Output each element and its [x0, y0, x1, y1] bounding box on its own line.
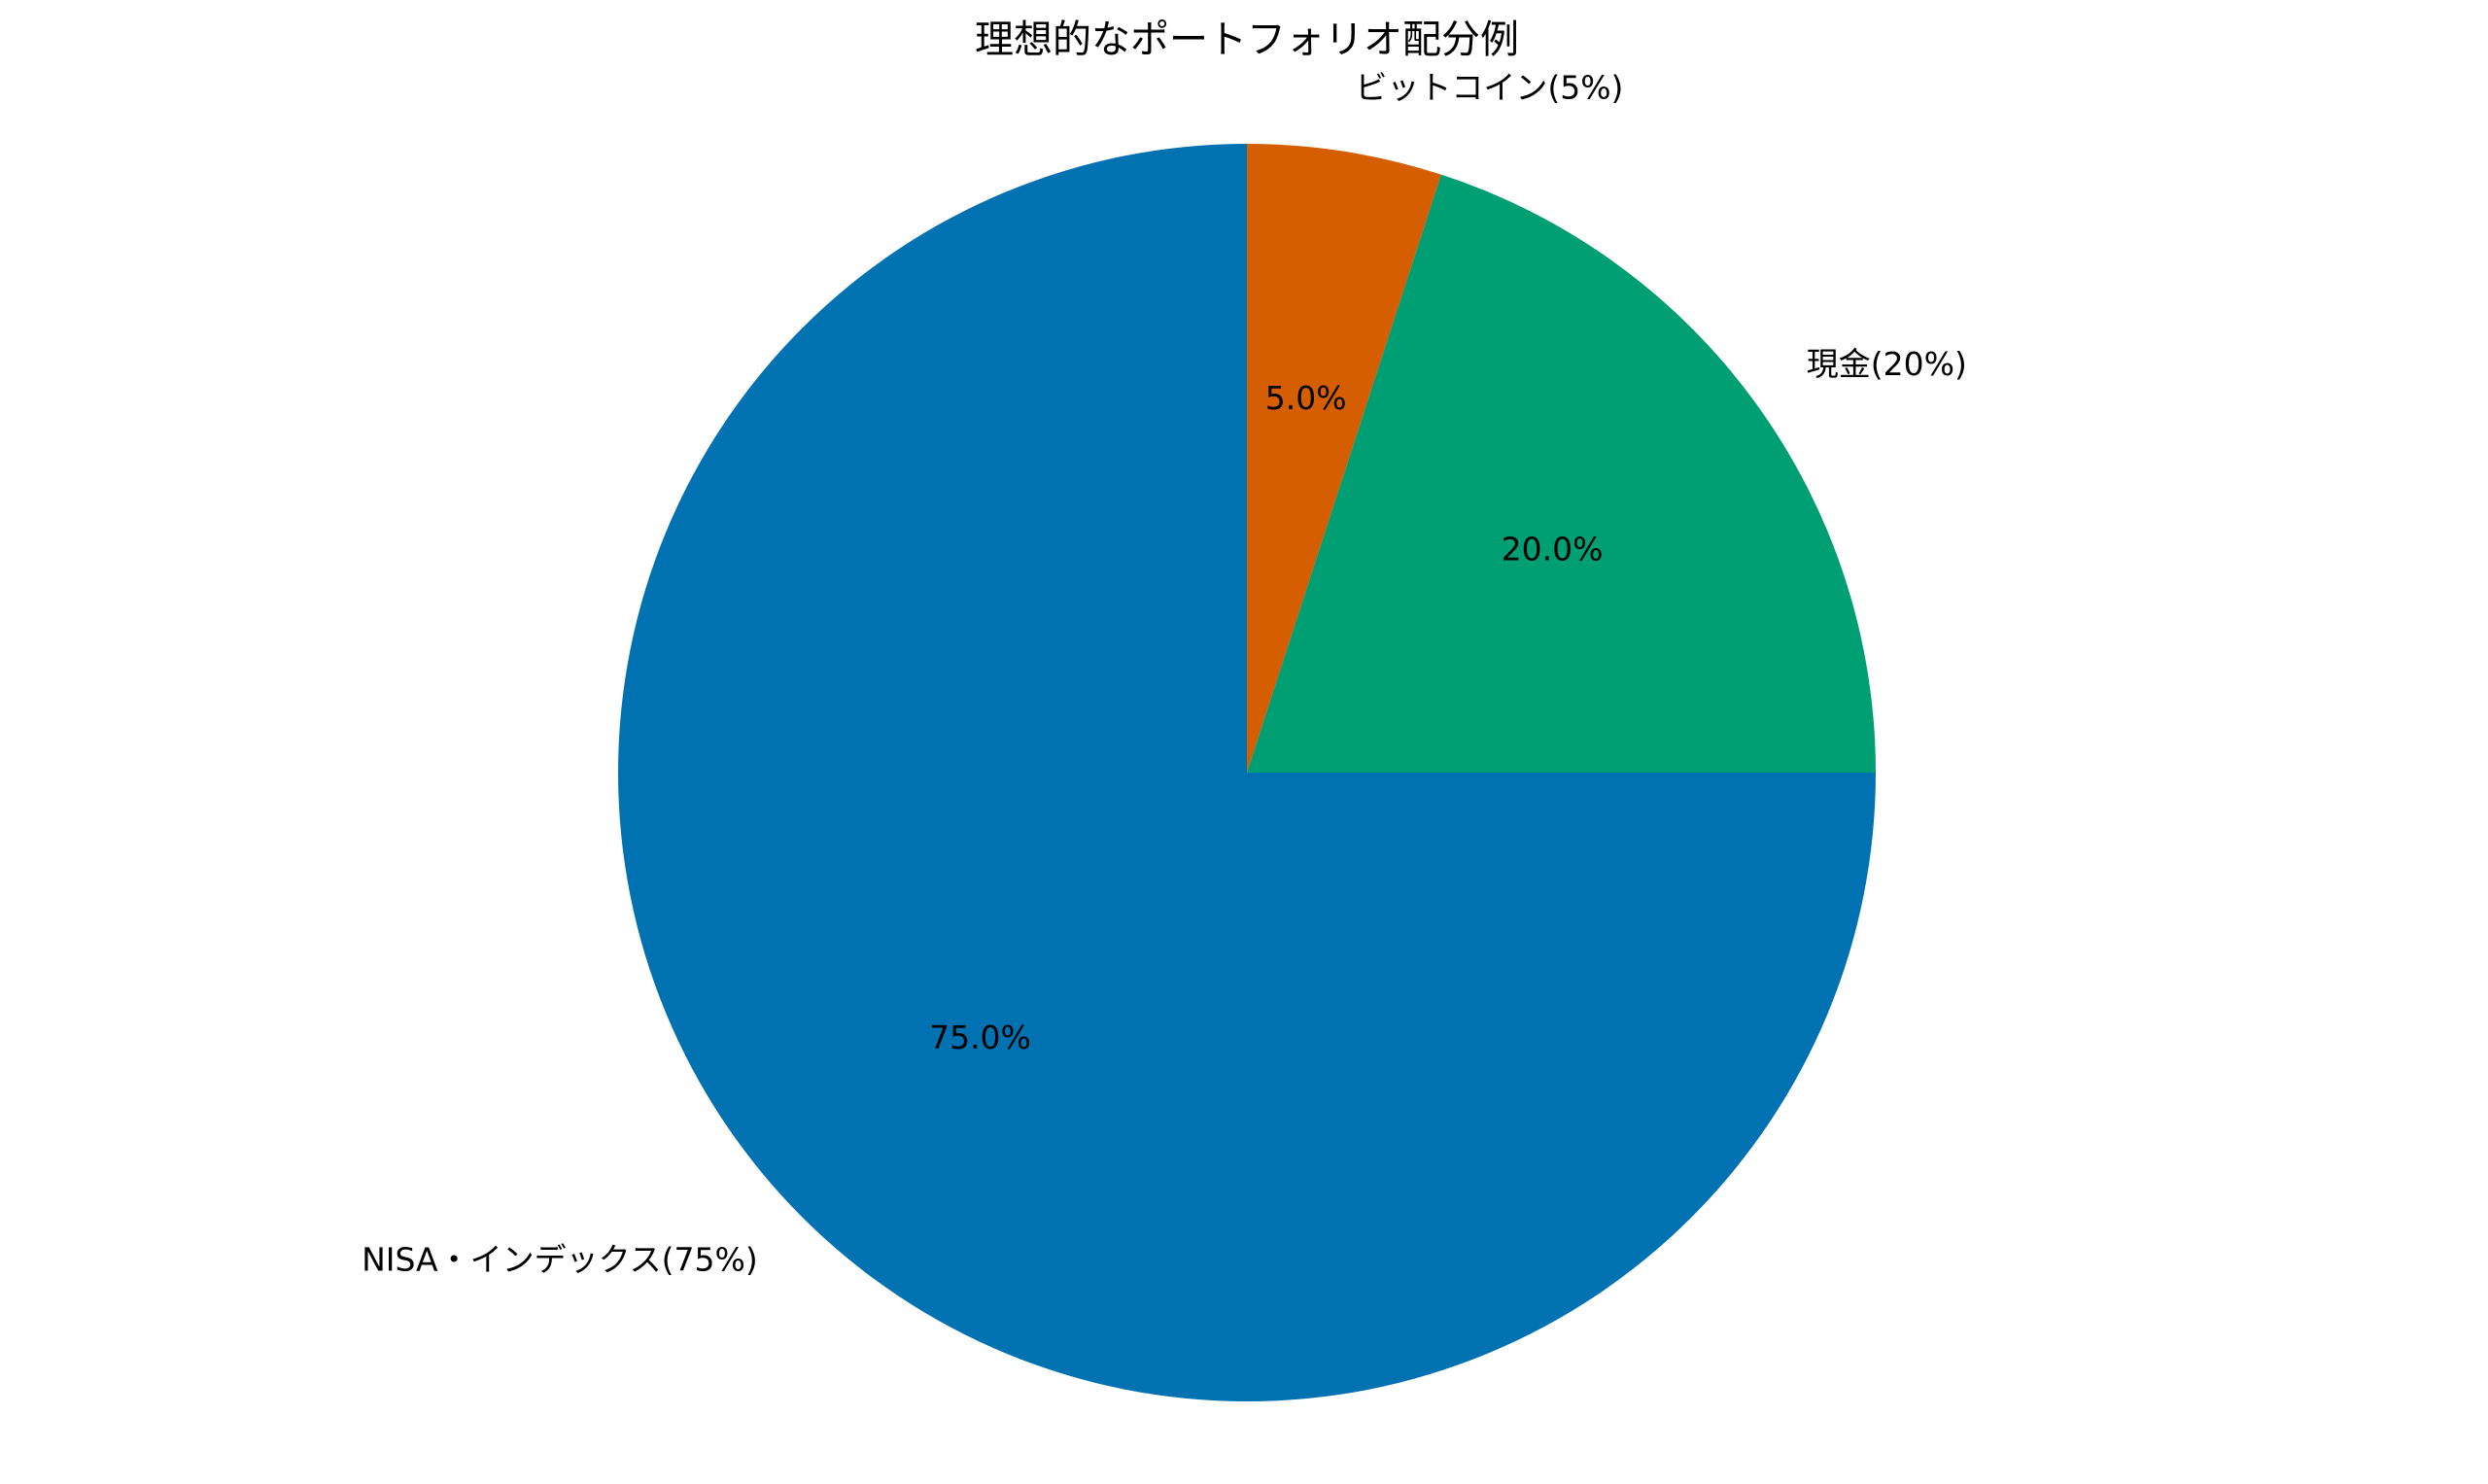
pie-percent-label-1: 20.0%: [1502, 530, 1604, 568]
pie-percent-label-2: 75.0%: [929, 1018, 1031, 1056]
pie-slice-0: [1247, 144, 1441, 773]
pie-slice-1: [1247, 174, 1876, 773]
percent-labels: 5.0% 20.0% 75.0%: [929, 379, 1603, 1056]
pie-slice-label-2: NISA・インデックス(75%): [362, 1241, 758, 1279]
slice-labels: ビットコイン(5%) 現金(20%) NISA・インデックス(75%): [362, 69, 1967, 1279]
pie-slice-2: [618, 144, 1876, 1401]
pie-percent-label-0: 5.0%: [1265, 379, 1347, 417]
pie-slice-label-1: 現金(20%): [1807, 345, 1967, 383]
chart-title: 理想的なポートフォリオ配分例: [975, 17, 1519, 62]
pie-slice-label-0: ビットコイン(5%): [1355, 69, 1623, 107]
pie-slices: [618, 144, 1876, 1401]
